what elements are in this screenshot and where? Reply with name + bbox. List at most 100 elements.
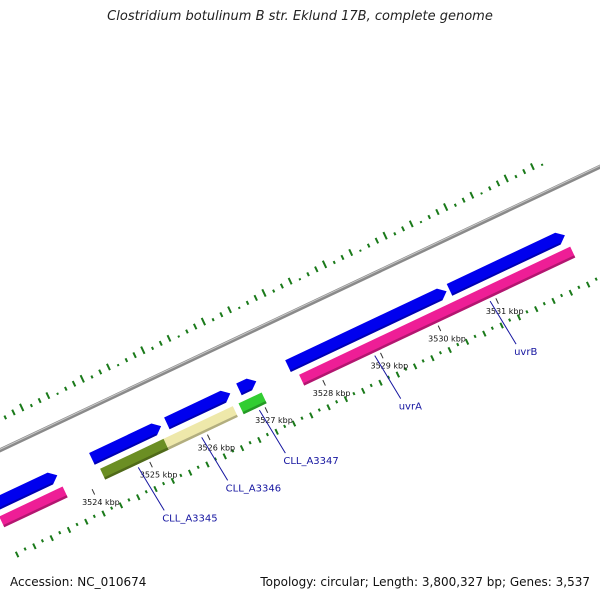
gc-mark-inner bbox=[464, 338, 470, 345]
gc-mark-outer bbox=[530, 163, 535, 171]
gc-mark-outer bbox=[287, 277, 293, 285]
scale-tick bbox=[322, 379, 326, 386]
scale-tick-label: 3529 kbp bbox=[370, 362, 408, 371]
gc-mark-outer bbox=[185, 329, 189, 334]
scale-tick-label: 3527 kbp bbox=[255, 416, 293, 425]
gc-mark-outer bbox=[488, 186, 492, 191]
gene-label: uvrA bbox=[399, 402, 422, 413]
gc-mark-inner bbox=[326, 404, 331, 411]
gc-mark-inner bbox=[32, 543, 37, 550]
gc-mark-outer bbox=[19, 403, 25, 412]
gc-mark-inner bbox=[412, 363, 418, 370]
gc-mark-outer bbox=[272, 289, 276, 293]
gc-mark-outer bbox=[219, 312, 224, 318]
gc-mark-outer bbox=[314, 266, 319, 273]
scale-tick bbox=[495, 298, 499, 304]
forward-gene-shade bbox=[93, 433, 157, 465]
gc-mark-inner bbox=[525, 310, 529, 314]
gc-mark-inner bbox=[430, 355, 435, 362]
gc-mark-inner bbox=[239, 445, 245, 452]
gc-mark-outer bbox=[140, 346, 146, 355]
forward-gene bbox=[236, 378, 257, 396]
gc-skew-track bbox=[3, 163, 598, 558]
map-title: Clostridium botulinum B str. Eklund 17B,… bbox=[107, 9, 493, 24]
gc-mark-outer bbox=[321, 260, 328, 269]
gc-mark-inner bbox=[136, 494, 141, 501]
gc-mark-inner bbox=[577, 285, 581, 290]
gc-mark-outer bbox=[151, 346, 155, 351]
gc-mark-inner bbox=[335, 400, 339, 404]
gc-mark-inner bbox=[110, 506, 114, 510]
gc-mark-outer bbox=[116, 363, 120, 367]
reverse-gene-shade bbox=[3, 495, 68, 528]
gc-mark-outer bbox=[298, 277, 302, 281]
scale-tick-label: 3526 kbp bbox=[197, 443, 235, 452]
gc-mark-outer bbox=[71, 380, 77, 387]
gc-mark-inner bbox=[361, 387, 366, 395]
gene-label-leader bbox=[374, 355, 402, 399]
gc-mark-inner bbox=[490, 326, 494, 330]
gc-mark-inner bbox=[66, 526, 72, 534]
gc-mark-inner bbox=[231, 449, 235, 453]
gc-mark-outer bbox=[98, 369, 103, 375]
scale-tick-label: 3528 kbp bbox=[313, 389, 351, 398]
gc-mark-inner bbox=[309, 412, 314, 419]
gc-mark-inner bbox=[248, 440, 252, 445]
gene-label-leader bbox=[489, 300, 517, 345]
gc-mark-outer bbox=[200, 317, 207, 326]
forward-gene-shade bbox=[451, 242, 561, 296]
gc-mark-inner bbox=[170, 477, 176, 485]
scale-tick-label: 3525 kbp bbox=[140, 471, 178, 480]
gc-mark-outer bbox=[419, 220, 423, 224]
gc-mark-inner bbox=[40, 539, 44, 543]
scale-tick bbox=[264, 407, 269, 414]
gc-mark-inner bbox=[153, 485, 158, 493]
cds-feature bbox=[238, 392, 267, 415]
gc-mark-outer bbox=[408, 220, 414, 228]
gc-mark-inner bbox=[162, 481, 166, 486]
gc-mark-inner bbox=[404, 367, 408, 371]
gc-mark-inner bbox=[343, 395, 349, 403]
gc-mark-outer bbox=[245, 300, 250, 306]
gc-mark-inner bbox=[568, 289, 574, 296]
forward-gene bbox=[164, 390, 231, 430]
gc-mark-inner bbox=[205, 461, 210, 468]
gc-mark-outer bbox=[64, 386, 68, 392]
gc-mark-inner bbox=[118, 502, 124, 509]
gc-mark-inner bbox=[187, 469, 193, 476]
gc-mark-inner bbox=[222, 453, 227, 460]
scale-tick-label: 3531 kbp bbox=[486, 307, 524, 316]
gc-mark-outer bbox=[237, 306, 241, 310]
scale-ticks: 3524 kbp 3525 kbp 3526 kbp 3527 kbp 3528 kbp… bbox=[82, 298, 524, 507]
gc-mark-outer bbox=[306, 272, 310, 277]
gc-mark-inner bbox=[291, 420, 297, 427]
reverse-gene bbox=[0, 486, 68, 528]
cds-feature-shade bbox=[167, 414, 238, 450]
gc-mark-inner bbox=[179, 473, 183, 478]
gc-mark-inner bbox=[421, 359, 425, 363]
gc-mark-outer bbox=[340, 254, 345, 261]
gc-mark-outer bbox=[401, 226, 406, 232]
gc-mark-inner bbox=[23, 547, 27, 551]
scale-tick bbox=[91, 488, 96, 495]
reverse-gene-shade bbox=[303, 255, 576, 386]
gc-mark-inner bbox=[265, 432, 269, 437]
cds-feature-shade bbox=[242, 401, 267, 415]
cds-feature bbox=[100, 438, 169, 480]
gc-mark-inner bbox=[456, 342, 460, 347]
forward-gene bbox=[446, 232, 565, 296]
gc-mark-inner bbox=[585, 281, 591, 288]
gc-mark-inner bbox=[274, 428, 279, 435]
gc-mark-outer bbox=[382, 231, 388, 240]
summary-text: Topology: circular; Length: 3,800,327 bp… bbox=[260, 575, 590, 589]
gc-mark-outer bbox=[435, 208, 440, 216]
gc-mark-inner bbox=[92, 514, 96, 519]
gc-mark-outer bbox=[480, 192, 483, 195]
gc-mark-outer bbox=[279, 283, 284, 289]
gc-mark-inner bbox=[127, 498, 131, 502]
gc-mark-outer bbox=[132, 352, 137, 359]
gc-mark-outer bbox=[503, 174, 509, 183]
gene-label: CLL_A3347 bbox=[283, 456, 338, 467]
gc-mark-inner bbox=[508, 318, 512, 322]
gc-mark-inner bbox=[58, 530, 62, 535]
